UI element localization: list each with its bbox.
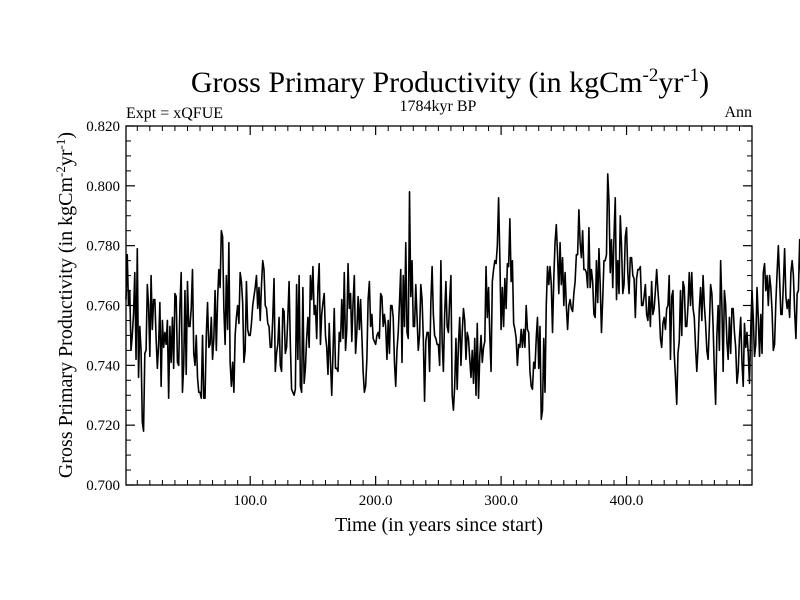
y-tick-label: 0.820 <box>86 119 120 135</box>
y-axis-label-sup1: -2 <box>53 166 68 177</box>
y-tick-label: 0.700 <box>86 478 120 494</box>
y-axis-label-mid: yr <box>55 149 77 166</box>
chart-title-main: Gross Primary Productivity (in kgCm <box>191 66 643 99</box>
y-tick-label: 0.800 <box>86 179 120 195</box>
y-axis-label-main: Gross Primary Productivity (in kgCm <box>55 177 77 479</box>
subtitle-experiment: Expt = xQFUE <box>126 105 223 122</box>
y-axis-label-sup2: -1 <box>53 139 68 150</box>
chart-title-sup1: -2 <box>643 65 659 86</box>
x-axis-label: Time (in years since start) <box>335 514 543 536</box>
chart-title-mid: yr <box>658 66 683 99</box>
y-axis-ticks: 0.700 0.720 0.740 0.760 0.780 0.800 0.820 <box>86 119 752 494</box>
chart-title-sup2: -1 <box>683 65 699 86</box>
y-tick-label: 0.760 <box>86 299 120 315</box>
plot-frame <box>125 125 753 486</box>
series-line <box>125 173 800 432</box>
x-axis-ticks: 100.0 200.0 300.0 400.0 <box>136 126 740 509</box>
x-tick-label: 200.0 <box>359 493 393 509</box>
x-tick-label: 300.0 <box>484 493 518 509</box>
y-tick-label: 0.780 <box>86 239 120 255</box>
y-tick-label: 0.740 <box>86 358 120 374</box>
y-tick-label: 0.720 <box>86 418 120 434</box>
y-axis-label-end: ) <box>55 132 77 139</box>
subtitle-period: 1784kyr BP <box>400 98 477 115</box>
y-axis-label: Gross Primary Productivity (in kgCm-2yr-… <box>53 132 77 478</box>
x-tick-label: 100.0 <box>233 493 267 509</box>
chart-title-end: ) <box>699 66 709 99</box>
x-tick-label: 400.0 <box>610 493 644 509</box>
subtitle-season: Ann <box>724 104 752 121</box>
chart-title: Gross Primary Productivity (in kgCm-2yr-… <box>191 65 709 99</box>
